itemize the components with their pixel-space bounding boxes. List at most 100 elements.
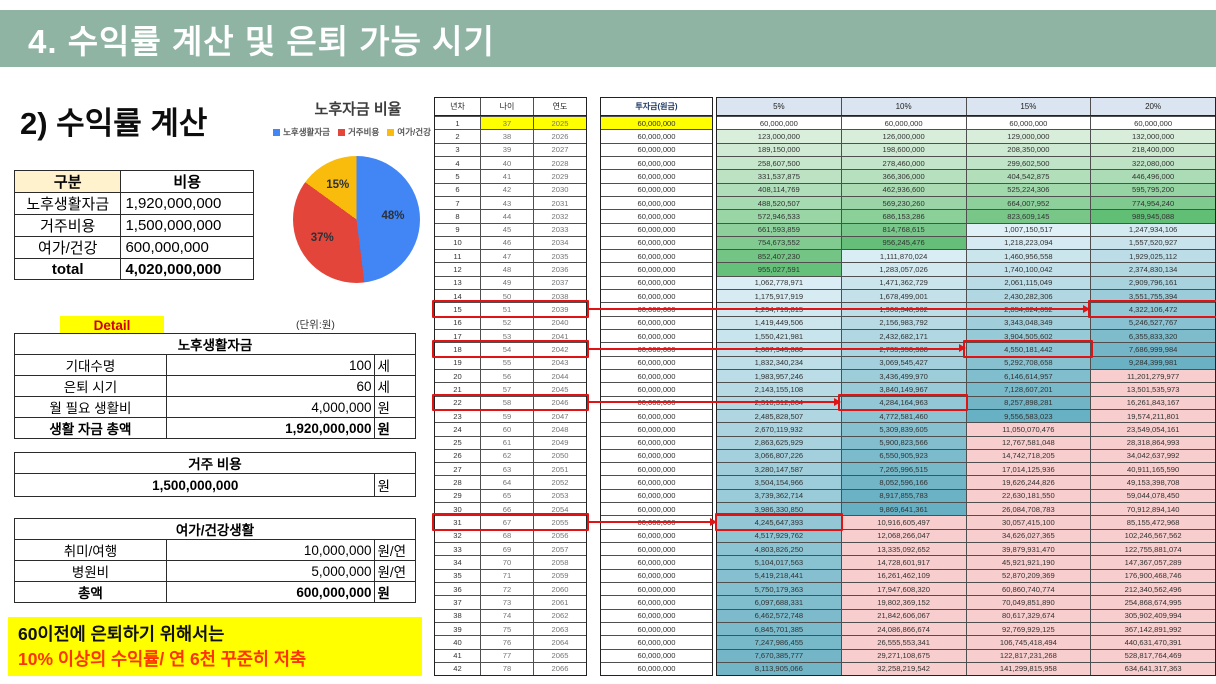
rate-value-cell: 2,432,682,171 [840, 330, 966, 343]
table-row: 60,000,000 [601, 182, 712, 196]
calendar-year-cell: 2051 [533, 463, 586, 476]
table-row: 19 55 2043 [435, 355, 586, 369]
calendar-year-cell: 2053 [533, 489, 586, 503]
pie-slice-label: 37% [310, 231, 334, 244]
legend-swatch [387, 128, 395, 136]
detail-item-value: 1,920,000,000 [165, 417, 376, 439]
rate-value-cell: 8,052,596,166 [840, 476, 966, 489]
rate-value-cell: 4,322,106,472 [1090, 303, 1215, 316]
year-index-cell: 35 [453, 571, 462, 581]
rate-value-cell: 8,257,898,281 [965, 396, 1091, 409]
table-row: 60,000,000 [601, 635, 712, 648]
rate-value-cell: 60,000,000 [717, 117, 841, 130]
detail-item-unit: 원/연 [374, 560, 416, 582]
table-row: 13 49 2037 [435, 275, 586, 290]
rate-value-cell: 278,460,000 [840, 156, 966, 170]
age-cell: 44 [480, 210, 533, 223]
table-row: 60,000,000 [601, 648, 712, 662]
rate-value-cell: 23,549,054,161 [1090, 423, 1215, 436]
rate-value-cell: 5,900,823,566 [840, 436, 966, 449]
rate-value-cell: 6,462,572,748 [717, 609, 841, 622]
investment-cell: 60,000,000 [637, 491, 676, 501]
detail-item-value: 600,000,000 [165, 581, 376, 603]
rate-value-cell: 3,840,149,967 [840, 383, 966, 396]
investment-cell: 60,000,000 [637, 664, 676, 674]
table-row: 10 46 2034 [435, 235, 586, 250]
rate-value-cell: 132,000,000 [1090, 130, 1215, 143]
calendar-year-cell: 2036 [533, 263, 586, 276]
rate-value-cell: 1,294,713,815 [717, 303, 841, 316]
table-row: 60,000,000 [601, 342, 712, 355]
legend-item: 거주비용 [337, 126, 379, 138]
table-row: 60,000,000 [601, 195, 712, 209]
rate-value-cell: 2,854,824,652 [965, 303, 1091, 316]
table-row: 488,520,507 569,230,260 664,007,952 774,954… [717, 195, 1215, 210]
table-row: 1,832,340,234 3,069,545,427 5,292,708,658 9… [717, 355, 1215, 369]
table-row: 38 74 2062 [435, 608, 586, 622]
rate-value-cell: 19,626,244,826 [965, 476, 1091, 489]
rate-value-cell: 5,292,708,658 [965, 356, 1091, 369]
table-row: 60,000,000 [601, 209, 712, 222]
investment-cell: 60,000,000 [637, 344, 676, 354]
detail-item-label: 총액 [14, 581, 167, 603]
detail-item-label: 생활 자금 총액 [14, 417, 167, 439]
rate-value-cell: 408,114,769 [717, 183, 841, 196]
detail-row: 총액 600,000,000 원 [14, 581, 416, 603]
age-cell: 43 [480, 196, 533, 210]
rate-value-cell: 29,271,108,675 [840, 649, 966, 662]
rate-value-cell: 176,900,468,746 [1090, 569, 1215, 582]
investment-cell: 60,000,000 [637, 637, 676, 647]
investment-table: 투자금(원금) 60,000,000 60,000,000 60,000,000 60… [600, 97, 713, 676]
rate-value-cell: 823,609,145 [965, 210, 1091, 223]
detail-item-unit: 원/연 [374, 539, 416, 561]
table-row: 11 47 2035 [435, 249, 586, 263]
cost-amount: 4,020,000,000 [120, 258, 254, 280]
detail-item-label: 병원비 [14, 560, 167, 582]
rate-value-cell: 1,175,917,919 [717, 290, 841, 303]
rate-value-cell: 5,246,527,767 [1090, 316, 1215, 329]
table-row: 8 44 2032 [435, 209, 586, 223]
rate-value-cell: 26,555,553,341 [840, 636, 966, 649]
year-index-cell: 21 [453, 384, 462, 394]
rate-value-cell: 634,641,317,363 [1090, 662, 1215, 676]
rate-value-cell: 16,261,462,109 [840, 569, 966, 582]
age-cell: 67 [480, 516, 533, 529]
investment-cell: 60,000,000 [637, 225, 676, 235]
year-index-cell: 2 [455, 131, 460, 141]
year-index-cell: 29 [453, 491, 462, 501]
age-cell: 69 [480, 543, 533, 556]
year-index-cell: 27 [453, 464, 462, 474]
rate-value-cell: 5,750,179,363 [717, 582, 841, 596]
rate-value-cell: 1,007,150,517 [965, 223, 1091, 236]
section-title: 2) 수익률 계산 [20, 106, 208, 141]
housing-value-row: 1,500,000,000 원 [13, 473, 416, 497]
calendar-year-cell: 2031 [533, 196, 586, 210]
table-row: 60,000,000 [601, 435, 712, 449]
detail-item-unit: 세 [374, 354, 416, 376]
table-row: 1,687,943,080 2,735,950,388 4,550,181,442 7… [717, 342, 1215, 356]
rate-value-cell: 10,916,605,497 [840, 516, 966, 529]
year-index-cell: 31 [453, 518, 462, 528]
year-index-cell: 24 [453, 424, 462, 434]
rate-value-cell: 5,309,839,605 [840, 423, 966, 436]
rate-value-cell: 17,947,608,320 [840, 582, 966, 596]
rate-value-cell: 258,607,500 [717, 156, 841, 170]
life-fund-table: 노후생활자금 기대수명 100 세 은퇴 시기 60 세 월 필요 생활비 4,000,000… [14, 333, 416, 439]
note-line2: 10% 이상의 수익률/ 연 6천 꾸준히 저축 [18, 649, 307, 670]
cost-amount: 1,920,000,000 [120, 192, 254, 215]
cost-row: total 4,020,000,000 [13, 258, 254, 280]
rate-value-cell: 198,600,000 [840, 143, 966, 156]
year-index-cell: 16 [453, 318, 462, 328]
calendar-year-cell: 2025 [533, 117, 586, 130]
table-row: 60,000,000 [601, 169, 712, 182]
cost-summary-table: 구분 비용 노후생활자금 1,920,000,000 거주비용 1,500,000,0… [13, 170, 254, 280]
detail-item-unit: 원 [374, 396, 416, 418]
rate-value-cell: 80,617,329,674 [965, 609, 1091, 622]
age-cell: 58 [480, 396, 533, 409]
investment-cell: 60,000,000 [637, 571, 676, 581]
age-cell: 41 [480, 170, 533, 183]
rate-value-cell: 40,911,165,590 [1090, 463, 1215, 476]
age-cell: 49 [480, 276, 533, 290]
rate-value-cell: 218,400,000 [1090, 143, 1215, 156]
table-row: 24 60 2048 [435, 422, 586, 436]
